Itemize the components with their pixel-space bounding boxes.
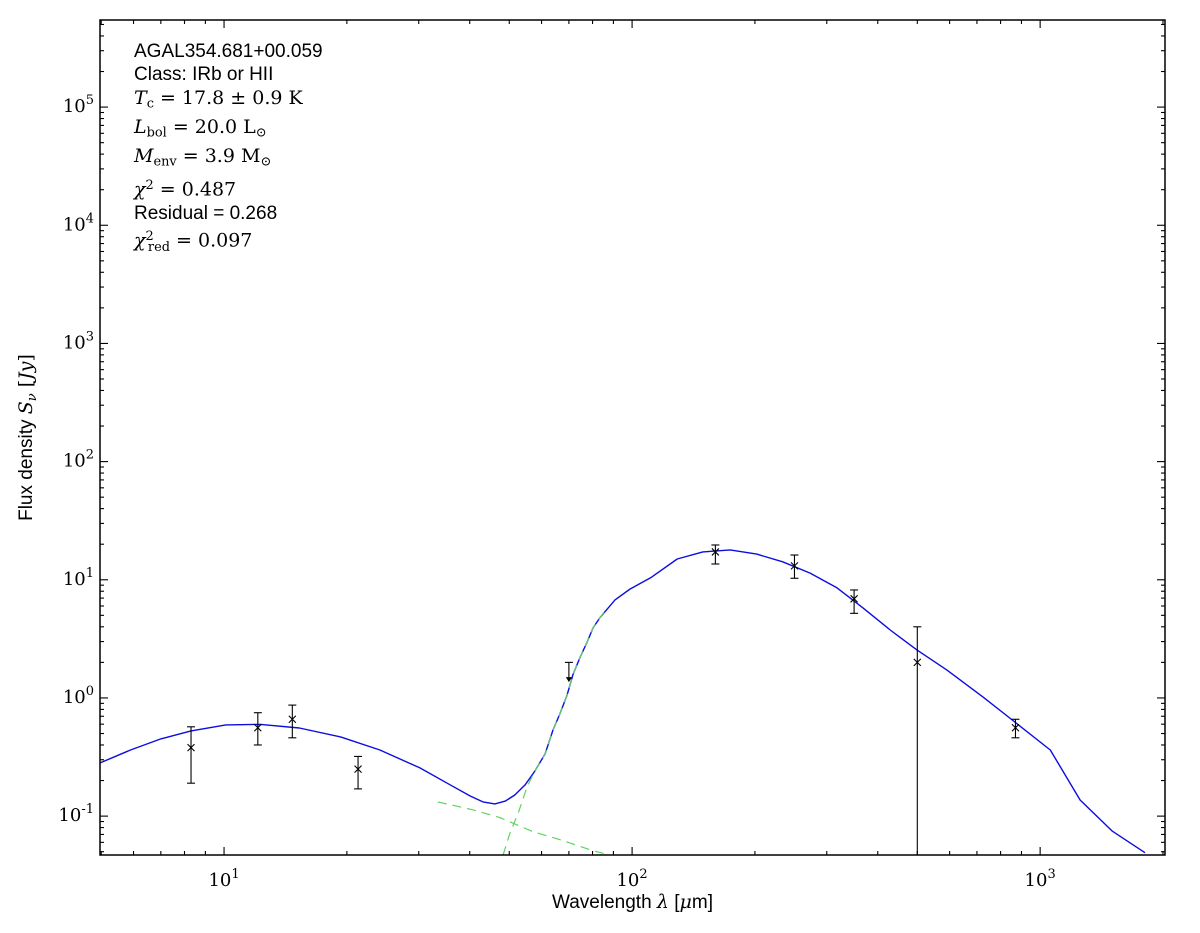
data-point-8.3um <box>187 726 196 784</box>
model-curve-warm-component <box>437 801 610 856</box>
axis-ticks <box>100 20 1165 855</box>
y-axis-label: Flux density Sν [Jy] <box>15 354 40 521</box>
annotation-chi-squared-reduced: χ2red = 0.097 <box>134 229 253 256</box>
model-curves <box>99 549 1146 856</box>
x-tick-labels: 101 102 103 <box>208 867 1055 891</box>
x-marker <box>790 562 799 570</box>
photometry-points <box>187 544 1020 855</box>
data-point-14.7um <box>288 704 297 739</box>
y-tick-label-1e-1: 10-1 <box>58 802 94 826</box>
model-curve-cold-component <box>502 607 608 856</box>
annotation-cold-temperature: Tc = 17.8 ± 0.9 K <box>134 86 303 112</box>
x-marker <box>288 715 297 724</box>
model-curve-model-total <box>99 549 1146 854</box>
x-marker <box>850 594 858 603</box>
annotation-envelope-mass: Menv = 3.9 M⊙ <box>134 144 272 170</box>
x-tick-label-1e1: 101 <box>208 867 239 891</box>
data-point-21.3um <box>354 755 363 790</box>
annotation-residual: Residual = 0.268 <box>134 202 278 224</box>
y-tick-labels: 105 104 103 102 101 100 10-1 <box>58 93 94 826</box>
y-tick-label-1e3: 103 <box>63 329 94 353</box>
x-marker <box>1011 723 1020 732</box>
x-tick-label-1e3: 103 <box>1025 867 1056 891</box>
y-tick-label-1e1: 101 <box>63 566 94 590</box>
x-marker <box>913 658 922 667</box>
x-axis-label: Wavelength λ [μm] <box>552 891 713 913</box>
y-tick-label-1e5: 105 <box>63 93 94 117</box>
y-tick-label-1e2: 102 <box>63 448 94 472</box>
data-point-12.1um <box>253 712 262 746</box>
x-marker <box>187 743 195 752</box>
annotation-bolometric-luminosity: Lbol = 20.0 L⊙ <box>134 115 267 141</box>
data-point-250um <box>790 554 799 579</box>
data-point-350um <box>850 589 859 614</box>
upper-limit-70um <box>564 661 573 683</box>
data-point-870um <box>1011 718 1020 739</box>
annotation-chi-squared: χ2 = 0.487 <box>134 177 237 201</box>
data-point-160um <box>711 544 720 565</box>
y-tick-label-1e4: 104 <box>63 211 94 235</box>
data-point-500um <box>913 626 922 855</box>
x-marker <box>354 765 362 773</box>
x-marker <box>711 548 720 556</box>
fit-parameters-annotation: AGAL354.681+00.059 Class: IRb or HII Tc = … <box>134 40 323 260</box>
y-tick-label-1e0: 100 <box>63 684 94 708</box>
annotation-source-class: Class: IRb or HII <box>134 64 274 86</box>
x-tick-label-1e2: 102 <box>616 867 647 891</box>
x-marker <box>253 723 262 732</box>
annotation-source-name: AGAL354.681+00.059 <box>134 41 323 62</box>
